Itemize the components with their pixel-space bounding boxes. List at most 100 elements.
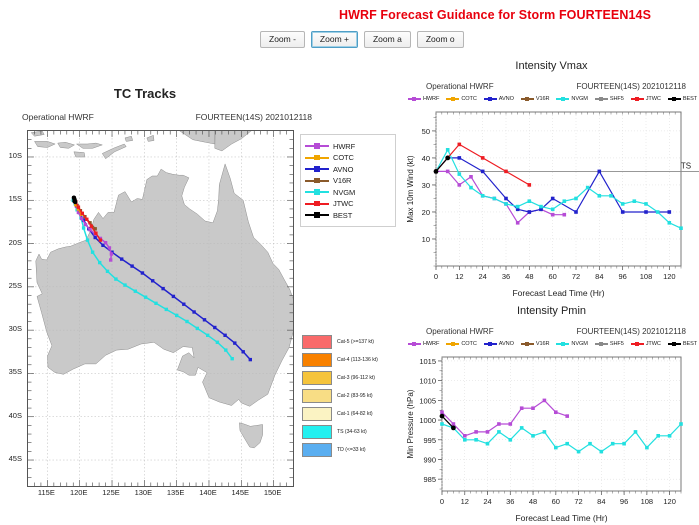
legend-swatch-hwrf: [407, 341, 421, 346]
legend-label: V16R: [535, 341, 550, 347]
map-lon-tick: 115E: [37, 488, 55, 497]
map-lat-tick: 20S: [8, 237, 22, 247]
svg-text:12: 12: [461, 497, 469, 506]
track-legend-label: AVNO: [333, 164, 354, 174]
zoom-out-button[interactable]: Zoom -: [260, 31, 305, 48]
intensity-key-swatch: [302, 443, 332, 457]
track-legend-swatch-best: [305, 212, 329, 218]
intensity-pmin-panel: Intensity Pmin Operational HWRF FOURTEEN…: [404, 305, 699, 525]
vmax-left-label: Operational HWRF: [426, 82, 494, 91]
legend-swatch-hwrf: [407, 96, 421, 101]
legend-item-cotc: COTC: [446, 341, 477, 347]
pmin-subheader: Operational HWRF FOURTEEN(14S) 202101211…: [426, 327, 686, 336]
legend-item-nvgm: NVGM: [556, 96, 588, 102]
intensity-key-label: Cat-1 (64-82 kt): [337, 411, 373, 417]
svg-text:10: 10: [422, 235, 430, 244]
tc-tracks-map[interactable]: [27, 130, 294, 487]
vmax-title: Intensity Vmax: [515, 60, 588, 72]
track-legend-label: JTWC: [333, 199, 354, 208]
tc-tracks-panel: TC Tracks Operational HWRF FOURTEEN(14S)…: [0, 86, 400, 525]
intensity-key-swatch: [302, 407, 332, 421]
svg-text:990: 990: [423, 455, 436, 464]
legend-swatch-cotc: [446, 341, 460, 346]
map-lat-tick: 30S: [8, 324, 22, 334]
tc-tracks-title: TC Tracks: [113, 86, 177, 101]
tc-tracks-left-label: Operational HWRF: [22, 112, 94, 122]
zoom-in-button[interactable]: Zoom +: [310, 31, 358, 48]
map-lon-tick: 125E: [102, 488, 120, 497]
zoom-original-button[interactable]: Zoom o: [416, 31, 464, 48]
map-canvas: [28, 131, 293, 486]
svg-text:20: 20: [422, 208, 430, 217]
svg-text:995: 995: [423, 436, 436, 445]
legend-item-hwrf: HWRF: [407, 96, 439, 102]
legend-swatch-nvgm: [556, 341, 570, 346]
legend-label: BEST: [682, 341, 698, 347]
intensity-vmax-panel: Intensity Vmax Operational HWRF FOURTEEN…: [404, 60, 699, 300]
svg-text:30: 30: [422, 181, 430, 190]
legend-label: NVGM: [571, 341, 588, 347]
vmax-subheader: Operational HWRF FOURTEEN(14S) 202101211…: [426, 82, 686, 91]
svg-text:48: 48: [525, 272, 533, 281]
svg-text:72: 72: [572, 272, 580, 281]
legend-item-cotc: COTC: [446, 96, 477, 102]
svg-text:Max 10m Wind (kt): Max 10m Wind (kt): [406, 155, 415, 222]
map-lat-tick: 45S: [8, 454, 22, 464]
legend-swatch-best: [667, 96, 681, 101]
legend-item-v16r: V16R: [520, 341, 550, 347]
legend-label: SHF5: [609, 96, 624, 102]
intensity-key-row: TS (34-63 kt): [302, 425, 398, 439]
legend-label: AVNO: [498, 96, 514, 102]
legend-swatch-jtwc: [630, 341, 644, 346]
svg-text:96: 96: [620, 497, 628, 506]
legend-swatch-avno: [483, 341, 497, 346]
svg-text:50: 50: [422, 127, 430, 136]
legend-label: COTC: [461, 341, 477, 347]
svg-text:1010: 1010: [419, 377, 436, 386]
vmax-plot[interactable]: 10 20 30 40 50 0 12 24 36 48 60 72 84 96 108 120 TS Forec…: [404, 104, 699, 300]
svg-text:36: 36: [506, 497, 514, 506]
legend-swatch-cotc: [446, 96, 460, 101]
intensity-key-row: Cat-3 (96-112 kt): [302, 371, 398, 385]
map-lat-tick: 10S: [8, 150, 22, 160]
pmin-legend: HWRF COTC AVNO V16R NVGM SHF5 JTWC BEST: [407, 341, 698, 347]
vmax-right-label: FOURTEEN(14S) 2021012118: [576, 82, 686, 91]
series-hwrf: [440, 398, 569, 438]
pmin-title: Intensity Pmin: [516, 305, 587, 317]
series-nvgm: [434, 148, 683, 230]
track-legend-item-hwrf: HWRF: [305, 142, 391, 151]
legend-label: NVGM: [571, 96, 588, 102]
legend-label: SHF5: [609, 341, 624, 347]
legend-label: V16R: [535, 96, 550, 102]
intensity-key-row: TD (<=33 kt): [302, 443, 398, 457]
legend-label: BEST: [682, 96, 698, 102]
svg-text:Min Pressure (hPa): Min Pressure (hPa): [406, 389, 415, 458]
svg-text:120: 120: [663, 497, 676, 506]
track-legend-swatch-nvgm: [305, 189, 329, 195]
track-legend-swatch-hwrf: [305, 143, 329, 149]
tc-tracks-right-label: FOURTEEN(14S) 2021012118: [195, 112, 312, 122]
legend-swatch-shf5: [594, 341, 608, 346]
intensity-key-row: Cat-2 (83-95 kt): [302, 389, 398, 403]
track-legend-label: COTC: [333, 153, 354, 162]
legend-swatch-best: [667, 341, 681, 346]
vmax-legend: HWRF COTC AVNO V16R NVGM SHF5 JTWC BEST: [407, 96, 698, 102]
map-lon-tick: 120E: [69, 488, 88, 497]
legend-swatch-shf5: [594, 96, 608, 101]
intensity-key-swatch: [302, 353, 332, 367]
svg-text:12: 12: [455, 272, 463, 281]
intensity-key-label: TD (<=33 kt): [337, 447, 366, 453]
svg-text:24: 24: [483, 497, 491, 506]
track-legend-item-jtwc: JTWC: [305, 199, 391, 208]
intensity-key-label: Cat-4 (113-136 kt): [337, 357, 378, 363]
track-legend-swatch-cotc: [305, 154, 329, 160]
zoom-all-button[interactable]: Zoom a: [363, 31, 411, 48]
pmin-plot[interactable]: 985 990 995 1000 1005 1010 1015 0 12 24 36 48 60 72 84…: [404, 349, 699, 525]
map-lon-tick: 140E: [199, 488, 217, 497]
legend-item-avno: AVNO: [483, 341, 514, 347]
track-legend-swatch-v16r: [305, 177, 329, 183]
track-legend-item-cotc: COTC: [305, 153, 391, 162]
map-lat-tick: 35S: [8, 367, 22, 377]
svg-text:60: 60: [552, 497, 560, 506]
intensity-key-swatch: [302, 371, 332, 385]
